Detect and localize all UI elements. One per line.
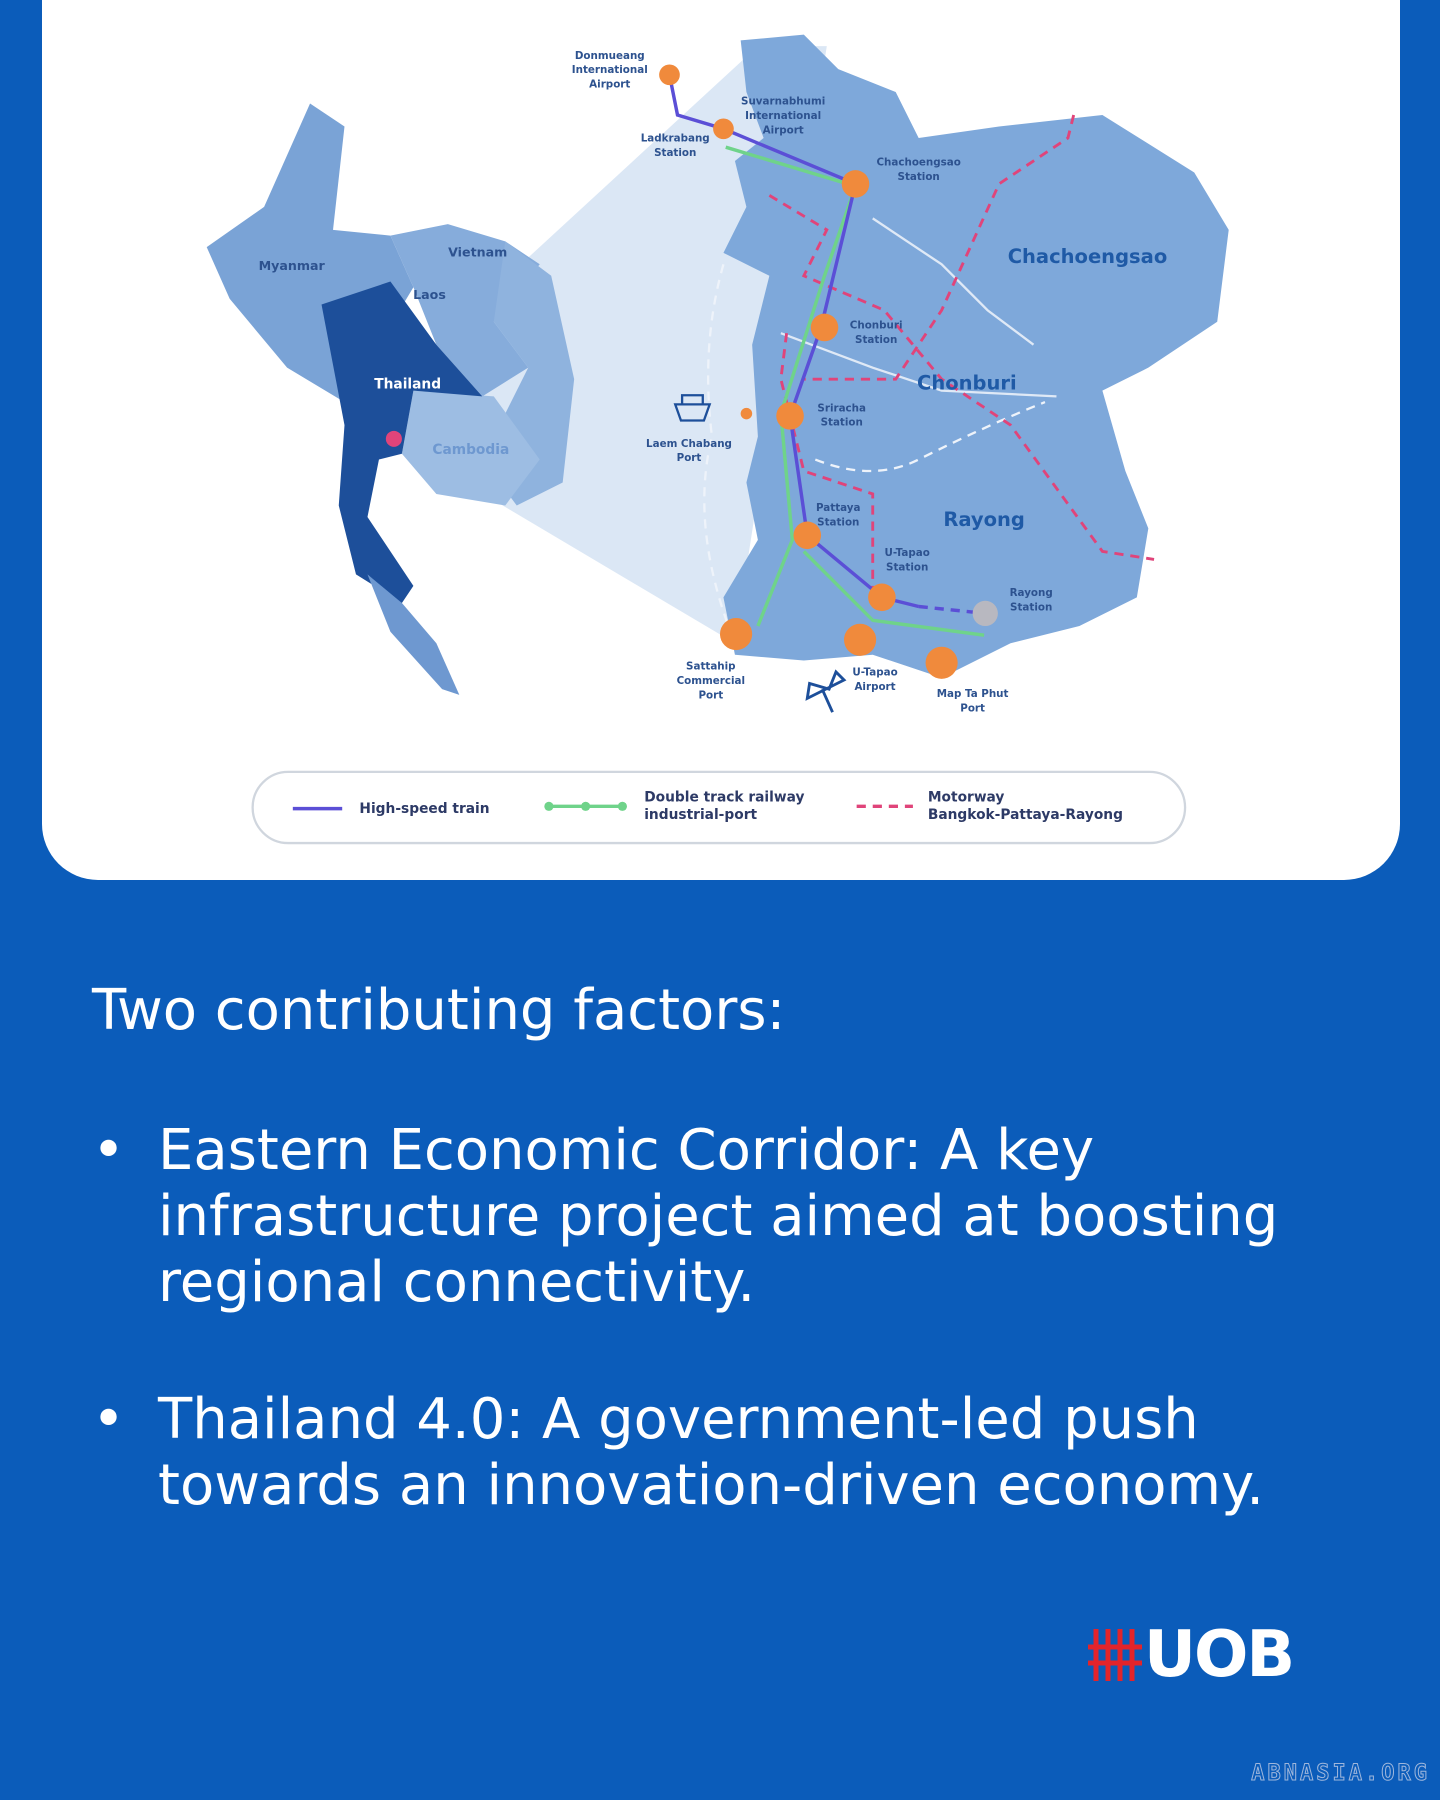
map-label: Myanmar [259,258,326,273]
map-label: U-Tapao [885,547,930,559]
map-label: Station [817,517,859,529]
map-label: Donmueang [575,50,645,62]
station [713,118,734,140]
map-label: Station [898,171,940,183]
map-card: Donmueang International Airport Suvarnabhum… [42,0,1400,880]
legend-swatch [617,801,627,811]
ship-icon [673,394,712,422]
map-label: Map Ta Phut [937,688,1009,700]
bullet: Thailand 4.0: A government-led push towa… [92,1387,1318,1519]
bullet: Eastern Economic Corridor: A key infrast… [92,1118,1318,1316]
map-label: Chonburi [850,320,903,332]
port-icon [925,646,958,679]
legend-label: industrial-port [644,807,757,823]
station [810,313,839,342]
map: Donmueang International Airport Suvarnabhum… [206,34,1229,845]
map-label: Rayong [943,508,1025,531]
map-label: Thailand [374,376,441,392]
station [776,402,804,430]
eec-marker [385,430,402,447]
legend-swatch [581,801,591,811]
map-label: Airport [763,124,804,136]
map-label: Station [886,561,928,573]
map-label: Port [960,703,985,715]
map-label: Airport [589,78,630,90]
stations [385,64,998,679]
legend-label: High-speed train [359,801,489,817]
map-label: Cambodia [432,442,509,458]
map-label: Chachoengsao [876,157,960,169]
station [972,600,998,627]
station [868,583,896,612]
map-label: Airport [854,681,895,693]
map-label: Port [698,689,723,701]
map-label: Station [654,147,696,159]
station [659,64,680,86]
map-label: U-Tapao [852,666,897,678]
map-label: Port [677,452,702,464]
heading: Two contributing factors: [92,978,786,1043]
road [703,263,1046,644]
map-label: Commercial [677,675,745,687]
station [793,521,822,550]
legend-label: Double track railway [644,790,804,806]
map-label: Laos [413,287,446,302]
map-label: Station [1010,602,1052,614]
double-track-route [725,145,858,627]
station [841,170,870,198]
logo: UOB [1086,1618,1295,1692]
map-label: Rayong [1010,587,1053,599]
map-label: Station [821,417,863,429]
map-label: Ladkrabang [641,132,710,144]
watermark: ABNASIA.ORG [1251,1761,1430,1787]
map-label: Sriracha [817,402,866,414]
logo-mark [1088,1629,1142,1681]
map-label: International [572,64,648,76]
thailand-shape [321,281,483,604]
motorway-route [768,114,1155,598]
plane-icon [805,669,847,713]
map-label: Laem Chabang [646,438,732,450]
region-border [780,217,1057,398]
legend-swatch [544,801,554,811]
map-label: Vietnam [448,244,507,259]
map-label: Chachoengsao [1008,245,1168,268]
legend-box [251,770,1187,845]
map-label: Station [855,334,897,346]
cambodia-shape [401,390,540,506]
map-label: Suvarnabhumi [741,96,825,108]
airport-icon [844,623,877,656]
map-label: Chonburi [917,371,1017,394]
port-icon [720,617,753,651]
malaysia-shape [367,574,460,695]
map-label: Pattaya [816,502,861,514]
port-dot [740,407,753,420]
legend-label: Motorway [928,790,1005,806]
map-label: International [745,110,821,122]
map-label: Sattahip [686,661,736,673]
double-track-route [802,550,985,637]
map-labels: Donmueang International Airport Suvarnabhum… [259,50,1168,823]
legend-label: Bangkok-Pattaya-Rayong [928,807,1123,823]
logo-text: UOB [1144,1618,1295,1692]
